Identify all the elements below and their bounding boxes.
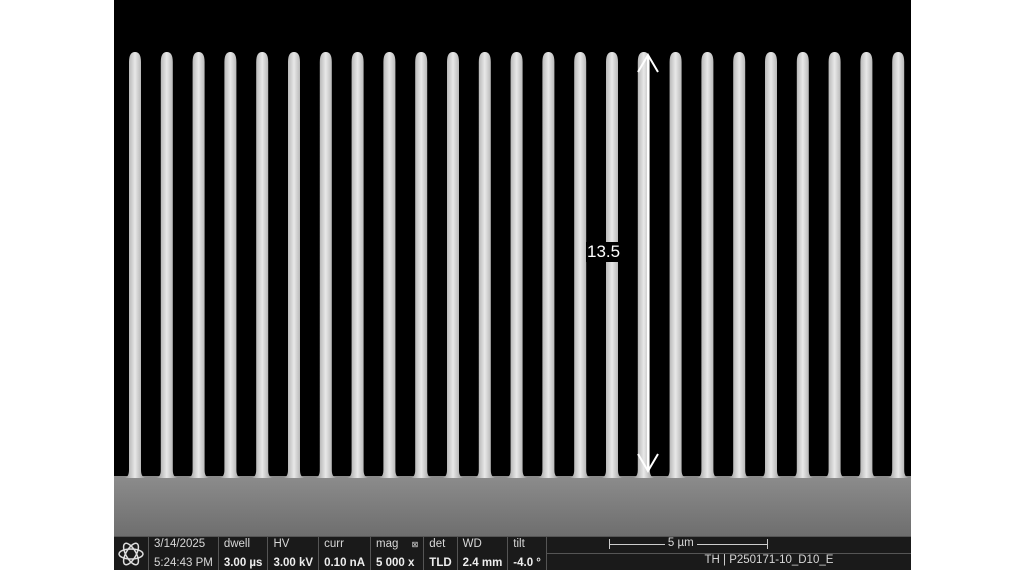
hv-value: 3.00 kV bbox=[273, 557, 314, 569]
wd-cell: WD 2.4 mm bbox=[458, 537, 509, 570]
hv-label: HV bbox=[273, 538, 290, 550]
pillar bbox=[504, 52, 529, 478]
atom-logo-icon bbox=[114, 537, 149, 570]
pillar bbox=[822, 52, 847, 478]
tilt-value: -4.0 ° bbox=[513, 557, 541, 569]
pillar bbox=[345, 52, 370, 478]
pillar bbox=[695, 52, 720, 478]
sample-id: TH | P250171-10_D10_E bbox=[704, 554, 834, 566]
scale-cell: 5 µm TH | P250171-10_D10_E bbox=[546, 537, 911, 570]
mag-value: 5 000 x bbox=[376, 557, 415, 569]
datetime-cell: 3/14/2025 5:24:43 PM bbox=[149, 537, 219, 570]
tilt-cell: tilt -4.0 ° bbox=[508, 537, 547, 570]
pillar bbox=[441, 52, 465, 478]
pillar bbox=[727, 52, 752, 478]
curr-cell: curr 0.10 nA bbox=[319, 537, 372, 570]
mag-marker-icon: ⊠ bbox=[411, 540, 419, 549]
mag-label: mag bbox=[376, 538, 399, 550]
pillar bbox=[186, 52, 211, 478]
pillar bbox=[250, 52, 275, 478]
substrate bbox=[114, 476, 911, 536]
pillar bbox=[218, 52, 243, 478]
scale-bar-label: 5 µm bbox=[664, 537, 697, 549]
pillar bbox=[409, 52, 434, 478]
info-bar: 3/14/2025 5:24:43 PM dwell 3.00 µs HV 3.00 … bbox=[114, 536, 911, 570]
pillar bbox=[600, 52, 624, 478]
pillar bbox=[377, 52, 402, 478]
dwell-cell: dwell 3.00 µs bbox=[219, 537, 269, 570]
measurement-label: 13.5 bbox=[586, 242, 622, 262]
date: 3/14/2025 bbox=[154, 538, 206, 550]
pillar bbox=[663, 52, 688, 478]
pillar bbox=[854, 52, 879, 478]
tilt-label: tilt bbox=[513, 538, 525, 550]
dwell-value: 3.00 µs bbox=[223, 557, 263, 569]
curr-label: curr bbox=[324, 538, 344, 550]
pillar bbox=[154, 52, 179, 478]
measurement-arrow bbox=[637, 53, 659, 473]
pillar bbox=[472, 52, 497, 478]
wd-label: WD bbox=[462, 538, 482, 550]
mag-cell: mag ⊠ 5 000 x bbox=[371, 537, 425, 570]
sem-image bbox=[114, 0, 911, 536]
dwell-label: dwell bbox=[223, 538, 251, 550]
wd-value: 2.4 mm bbox=[462, 557, 503, 569]
pillar bbox=[536, 52, 561, 478]
det-cell: det TLD bbox=[424, 537, 458, 570]
det-value: TLD bbox=[429, 557, 452, 569]
pillar bbox=[313, 52, 338, 478]
pillar bbox=[568, 52, 593, 478]
curr-value: 0.10 nA bbox=[324, 557, 366, 569]
pillar bbox=[282, 52, 306, 478]
hv-cell: HV 3.00 kV bbox=[268, 537, 320, 570]
pillar bbox=[759, 52, 783, 478]
pillar bbox=[886, 52, 911, 478]
time: 5:24:43 PM bbox=[154, 557, 213, 569]
scale-bar: 5 µm bbox=[546, 537, 911, 554]
pillar bbox=[790, 52, 815, 478]
det-label: det bbox=[429, 538, 446, 550]
pillar bbox=[631, 52, 656, 478]
pillar bbox=[123, 52, 147, 478]
